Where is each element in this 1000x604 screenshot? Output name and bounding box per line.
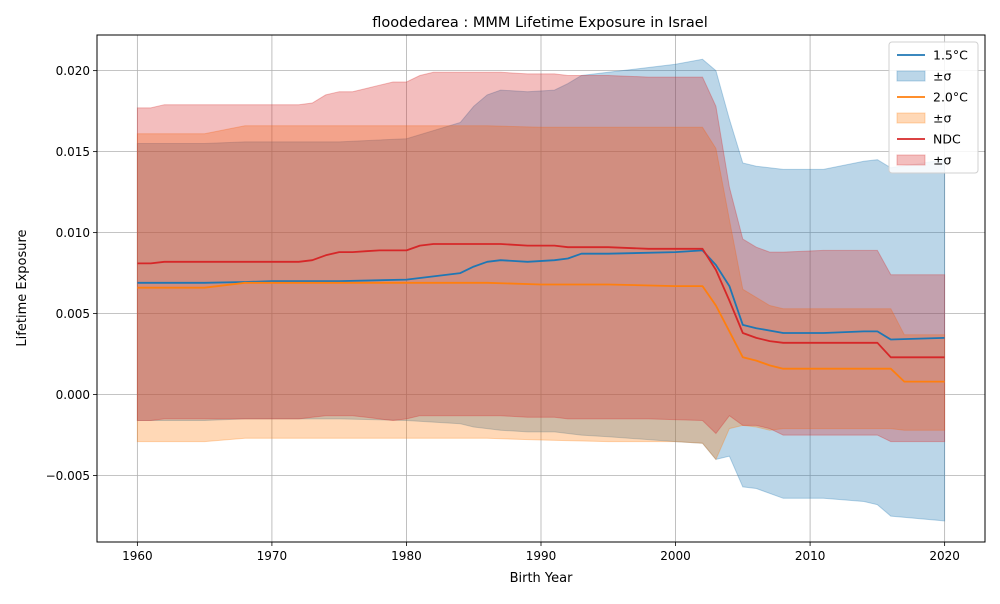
grid-lines <box>97 35 985 542</box>
legend-band-swatch <box>896 154 926 166</box>
y-axis-label: Lifetime Exposure <box>15 229 30 346</box>
x-tick-label: 2020 <box>929 549 960 563</box>
legend-box <box>888 41 979 174</box>
x-tick-label: 1960 <box>122 549 153 563</box>
legend-band-label: ±σ <box>933 111 951 126</box>
x-axis-ticks: 1960 1970 1980 1990 2000 2010 2020 <box>122 542 960 563</box>
legend-band-swatch <box>896 112 926 124</box>
legend-band-label: ±σ <box>933 69 951 84</box>
y-axis-ticks: −0.005 0.000 0.005 0.010 0.015 0.020 <box>46 64 97 483</box>
x-tick-label: 1970 <box>257 549 288 563</box>
uncertainty-bands <box>136 58 946 522</box>
legend: 1.5°C ±σ 2.0°C ±σ NDC ±σ <box>888 41 979 174</box>
band-1 <box>136 125 946 461</box>
legend-label: 2.0°C <box>933 90 968 105</box>
x-tick-label: 2000 <box>660 549 691 563</box>
x-tick-label: 2010 <box>795 549 826 563</box>
y-tick-label: 0.020 <box>56 64 90 78</box>
legend-label: NDC <box>933 132 961 147</box>
series-line-2 <box>137 243 945 359</box>
band-2 <box>136 71 946 443</box>
x-tick-label: 1990 <box>526 549 557 563</box>
legend-label: 1.5°C <box>933 48 968 63</box>
series-lines <box>137 243 945 383</box>
series-line-1 <box>137 281 945 383</box>
y-tick-label: 0.010 <box>56 226 90 240</box>
x-axis-label: Birth Year <box>510 571 574 586</box>
y-tick-label: 0.015 <box>56 145 90 159</box>
x-tick-label: 1980 <box>391 549 422 563</box>
legend-band-swatch <box>896 70 926 82</box>
y-tick-label: 0.000 <box>56 388 90 402</box>
series-line-0 <box>137 249 945 341</box>
chart-title: floodedarea : MMM Lifetime Exposure in I… <box>372 15 707 31</box>
y-tick-label: −0.005 <box>46 469 90 483</box>
band-0 <box>136 58 946 522</box>
legend-band-label: ±σ <box>933 153 951 168</box>
y-tick-label: 0.005 <box>56 307 90 321</box>
